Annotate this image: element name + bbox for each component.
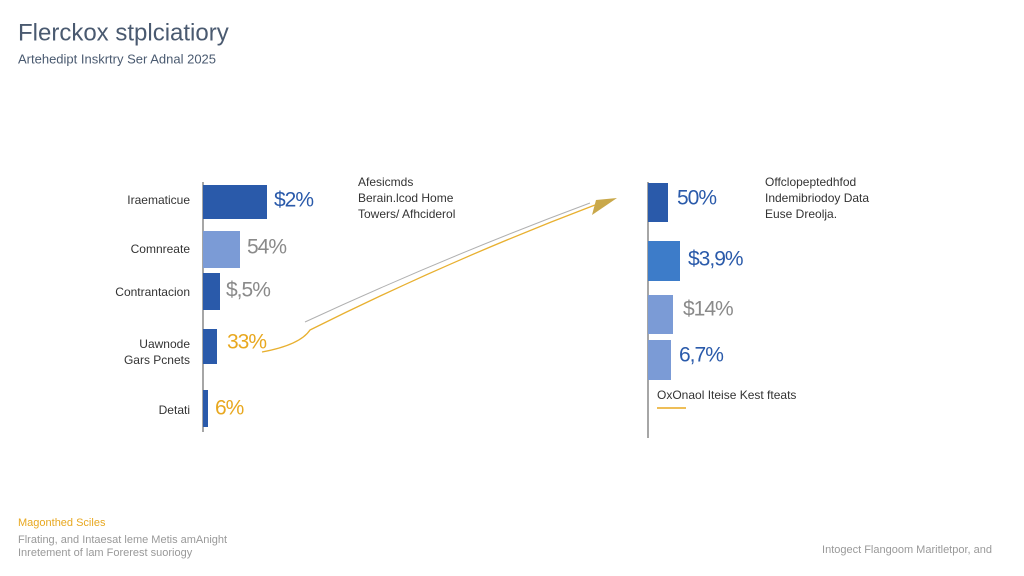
note: Berain.lcod Home	[358, 191, 454, 205]
bar	[203, 185, 267, 219]
row-label: Gars Pcnets	[124, 353, 190, 367]
note: Towers/ Afhciderol	[358, 207, 455, 221]
credit: Intogect Flangoom Maritletpor, and	[822, 544, 992, 556]
value-label: 50%	[677, 187, 716, 210]
value-label: 33%	[227, 331, 266, 354]
row-label: Detati	[159, 403, 190, 417]
value-label: $3,9%	[688, 248, 743, 271]
value-label: $,5%	[226, 279, 270, 302]
arrow-head	[592, 198, 617, 215]
bar	[203, 329, 217, 364]
bar	[648, 183, 668, 222]
title: Flerckox stplciatiory	[18, 19, 229, 46]
value-label: 6,7%	[679, 344, 723, 367]
bar	[648, 340, 671, 380]
footer-heading: Magonthed Sciles	[18, 517, 106, 529]
row-label: Contrantacion	[115, 285, 190, 299]
row-label: Comnreate	[131, 242, 191, 256]
note: Afesicmds	[358, 175, 413, 189]
value-label: 6%	[215, 397, 244, 420]
row-label: Uawnode	[139, 337, 190, 351]
bar	[648, 295, 673, 334]
bar	[648, 241, 680, 281]
row-label: Iraematicue	[127, 193, 190, 207]
arrow	[304, 202, 591, 323]
subtitle: Artehedipt Inskrtry Ser Adnal 2025	[18, 51, 216, 66]
value-label: $2%	[274, 189, 313, 212]
bar	[203, 390, 208, 427]
bar	[203, 273, 220, 310]
bar	[203, 231, 240, 268]
footer-line: Inretement of lam Forerest suoriogy	[18, 547, 193, 559]
footer-line: Flrating, and Intaesat leme Metis amAnig…	[18, 534, 227, 546]
value-label: 54%	[247, 236, 286, 259]
arrow	[261, 204, 596, 353]
value-label: $14%	[683, 298, 733, 321]
footnote: OxOnaol Iteise Kest fteats	[657, 388, 796, 402]
note: Euse Dreolja.	[765, 207, 837, 221]
note: Indemibriodoy Data	[765, 191, 869, 205]
note: Offclopeptedhfod	[765, 175, 856, 189]
